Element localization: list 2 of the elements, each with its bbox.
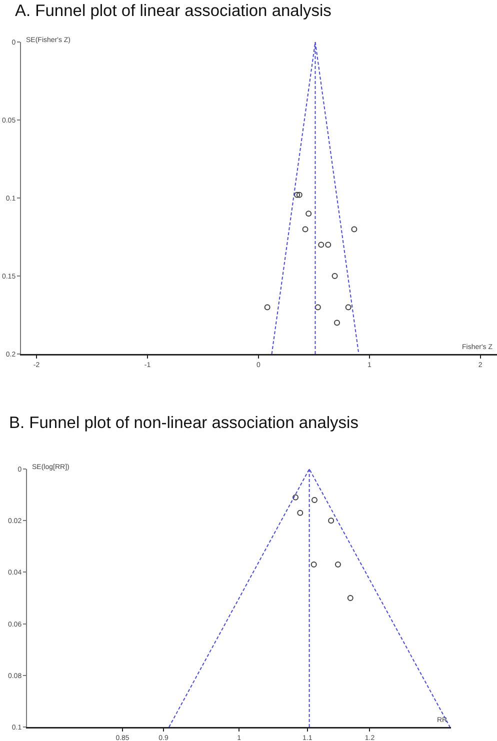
chart-title: B. Funnel plot of non-linear association analysis <box>9 414 358 432</box>
chart-title: A. Funnel plot of linear association analysis <box>15 2 332 20</box>
